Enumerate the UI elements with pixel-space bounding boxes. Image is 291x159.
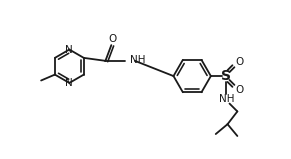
Text: O: O: [235, 57, 244, 67]
Text: NH: NH: [130, 55, 146, 65]
Text: N: N: [65, 78, 73, 88]
Text: O: O: [235, 85, 244, 95]
Text: O: O: [108, 34, 116, 44]
Text: N: N: [65, 45, 73, 55]
Text: NH: NH: [219, 94, 234, 104]
Text: S: S: [221, 69, 230, 83]
